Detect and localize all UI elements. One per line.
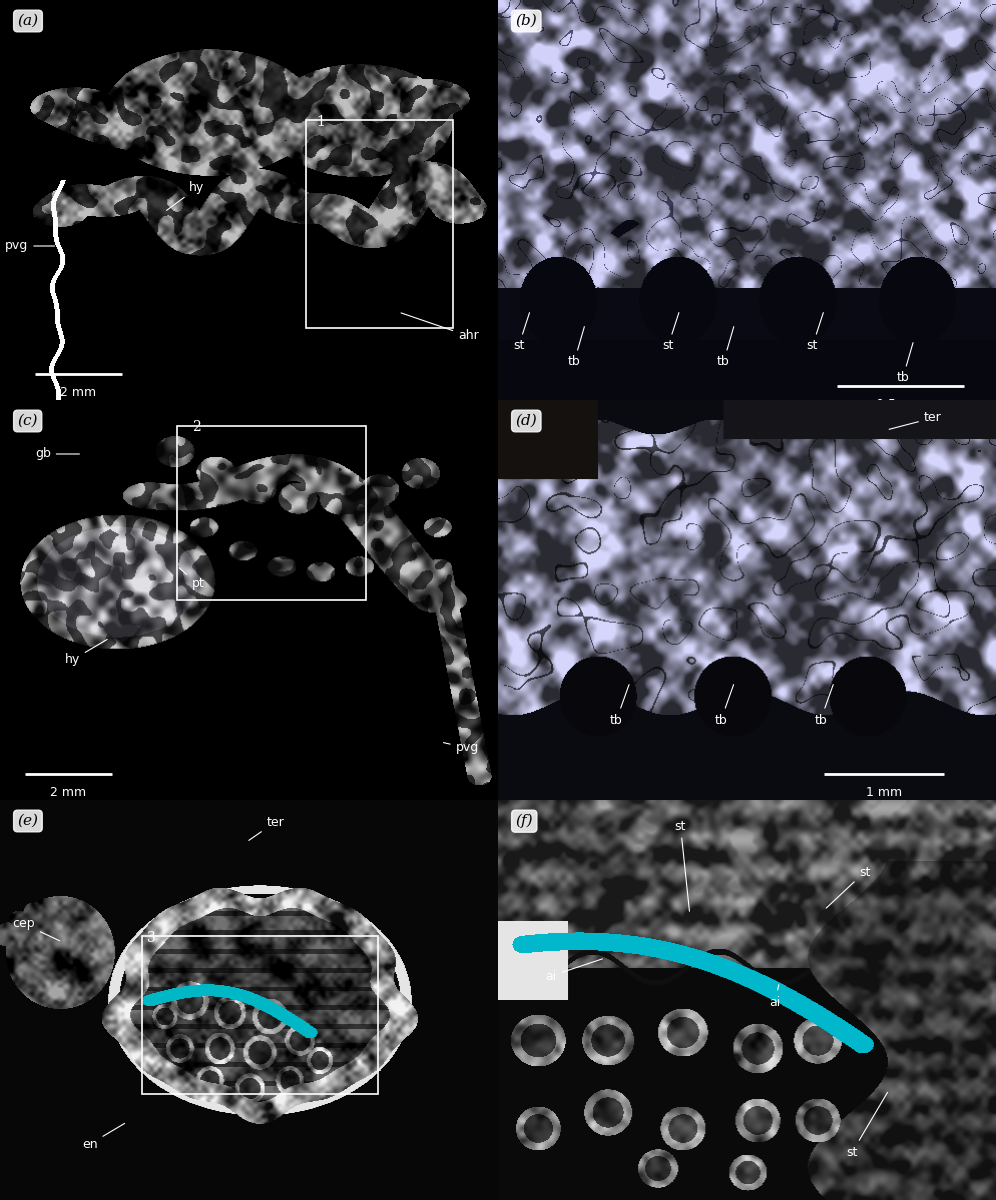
Text: gb: gb — [35, 448, 80, 461]
Text: st: st — [827, 865, 871, 908]
Text: st: st — [675, 820, 689, 911]
Text: hy: hy — [166, 181, 204, 210]
Text: 3: 3 — [147, 931, 155, 946]
Text: pvg: pvg — [5, 240, 55, 252]
Text: (b): (b) — [516, 14, 537, 28]
Text: pt: pt — [179, 568, 204, 590]
Text: tb: tb — [814, 685, 834, 726]
Text: tb: tb — [610, 685, 629, 726]
Text: ter: ter — [249, 816, 284, 840]
Text: (a): (a) — [18, 14, 39, 28]
Text: ter: ter — [889, 412, 941, 430]
Text: st: st — [807, 313, 824, 353]
Text: st: st — [513, 313, 530, 353]
Bar — [307, 120, 453, 328]
Text: (f): (f) — [516, 814, 533, 828]
Text: tb: tb — [715, 685, 734, 726]
Bar — [177, 426, 367, 600]
Text: cep: cep — [13, 918, 60, 941]
Text: 1: 1 — [317, 115, 325, 128]
Text: pvg: pvg — [443, 742, 479, 755]
Text: en: en — [82, 1123, 124, 1151]
Text: 2 mm: 2 mm — [51, 786, 87, 799]
Text: st: st — [662, 313, 679, 353]
Text: 2: 2 — [191, 420, 200, 434]
Text: hy: hy — [65, 640, 108, 666]
Text: 0.5 mm: 0.5 mm — [876, 398, 924, 410]
Text: tb: tb — [717, 326, 734, 368]
Text: tb: tb — [896, 343, 913, 384]
Text: ai: ai — [546, 959, 603, 983]
Text: (d): (d) — [516, 414, 537, 428]
Text: ahr: ahr — [401, 313, 479, 342]
Text: 1 mm: 1 mm — [866, 786, 902, 799]
Text: ai: ai — [769, 985, 781, 1008]
Text: st: st — [847, 1092, 887, 1158]
Text: tb: tb — [568, 326, 585, 368]
Bar — [141, 936, 378, 1094]
Text: (e): (e) — [18, 814, 39, 828]
Text: (c): (c) — [18, 414, 38, 428]
Text: 2 mm: 2 mm — [61, 386, 97, 398]
